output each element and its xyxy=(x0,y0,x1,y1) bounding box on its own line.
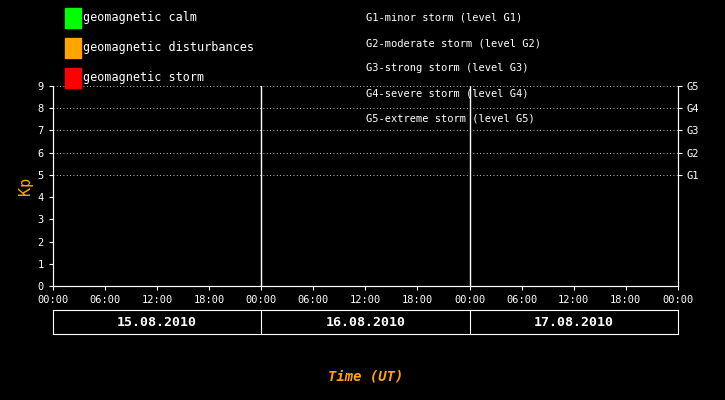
Text: G3-strong storm (level G3): G3-strong storm (level G3) xyxy=(366,64,529,74)
Text: Time (UT): Time (UT) xyxy=(328,370,403,384)
Text: G1-minor storm (level G1): G1-minor storm (level G1) xyxy=(366,13,523,23)
Text: geomagnetic disturbances: geomagnetic disturbances xyxy=(83,42,254,54)
Text: 15.08.2010: 15.08.2010 xyxy=(117,316,197,328)
Text: geomagnetic storm: geomagnetic storm xyxy=(83,72,204,84)
Text: G4-severe storm (level G4): G4-severe storm (level G4) xyxy=(366,89,529,99)
Text: geomagnetic calm: geomagnetic calm xyxy=(83,12,197,24)
Text: G5-extreme storm (level G5): G5-extreme storm (level G5) xyxy=(366,114,535,124)
Text: 16.08.2010: 16.08.2010 xyxy=(326,316,405,328)
Text: G2-moderate storm (level G2): G2-moderate storm (level G2) xyxy=(366,38,541,48)
Text: 17.08.2010: 17.08.2010 xyxy=(534,316,614,328)
Y-axis label: Kp: Kp xyxy=(18,177,33,195)
